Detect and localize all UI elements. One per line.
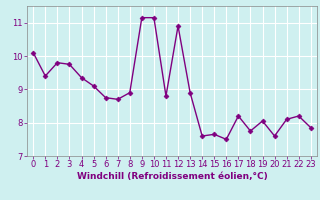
X-axis label: Windchill (Refroidissement éolien,°C): Windchill (Refroidissement éolien,°C) <box>76 172 268 181</box>
